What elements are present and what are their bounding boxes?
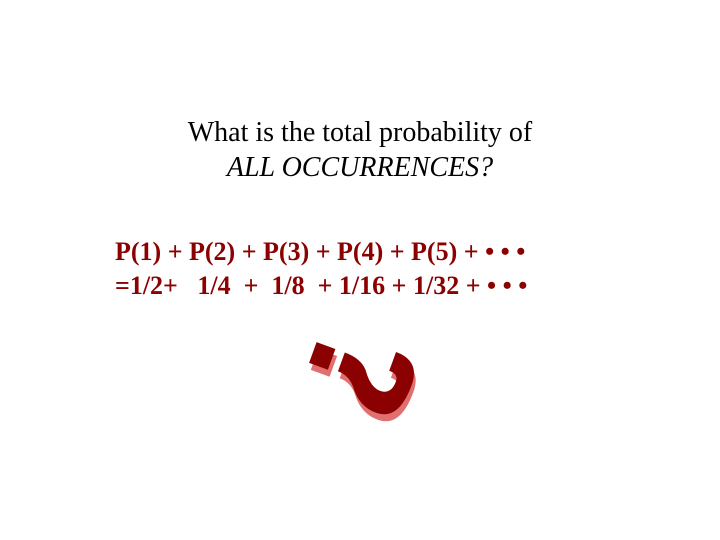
slide: What is the total probability of ALL OCC… [0, 0, 720, 540]
question-mark-icon [260, 305, 460, 445]
title-line-1: What is the total probability of [0, 115, 720, 150]
title-line-2: ALL OCCURRENCES? [0, 150, 720, 185]
title-block: What is the total probability of ALL OCC… [0, 115, 720, 185]
math-line-2: =1/2+ 1/4 + 1/8 + 1/16 + 1/32 + • • • [115, 271, 527, 300]
math-block: P(1) + P(2) + P(3) + P(4) + P(5) + • • •… [115, 235, 635, 303]
math-line-1: P(1) + P(2) + P(3) + P(4) + P(5) + • • • [115, 237, 525, 266]
